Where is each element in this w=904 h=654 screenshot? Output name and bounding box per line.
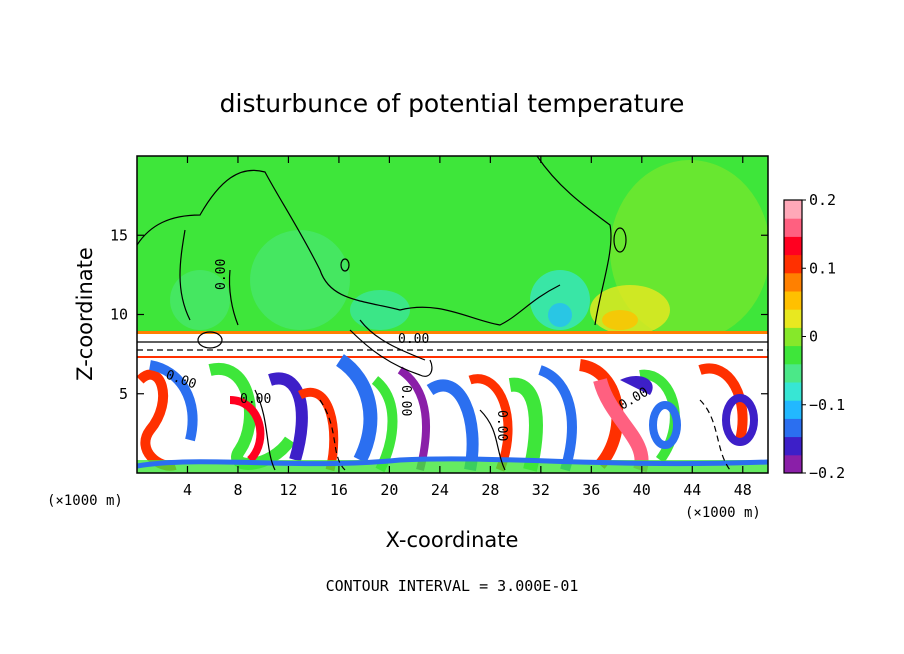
colorbar-tick-label: −0.1 [809, 396, 845, 414]
colorbar-tick-label: 0.1 [809, 259, 836, 277]
y-unit-label: (×1000 m) [685, 505, 761, 521]
cool-patch [548, 303, 572, 327]
contour-label: 0.00 [214, 259, 229, 290]
cool-patch [170, 270, 230, 330]
cool-patch [250, 230, 350, 330]
x-axis-label: X-coordinate [386, 528, 519, 552]
heatmap-field [137, 156, 768, 473]
swirl [649, 401, 681, 449]
x-tick-label: 4 [183, 481, 192, 499]
contour-line [319, 399, 346, 471]
surface-line [137, 456, 768, 469]
swirl [468, 374, 513, 472]
chart-title: disturbunce of potential temperature [220, 89, 685, 118]
colorbar-swatch [784, 236, 802, 256]
colorbar-swatch [784, 363, 802, 383]
contour-line [479, 409, 506, 471]
x-tick-label: 12 [279, 481, 297, 499]
y-tick-label: 5 [119, 385, 128, 403]
y-axis-label: Z-coordinate [73, 247, 97, 381]
contour-label: 0.00 [494, 410, 509, 441]
swirl [148, 360, 198, 442]
swirl [335, 354, 378, 464]
y-axis: 5 10 15 [110, 226, 768, 403]
colorbar-swatch [784, 291, 802, 310]
warm-patch [602, 310, 638, 330]
contour-line [197, 331, 223, 349]
contour-line [536, 156, 612, 326]
x-tick-label: 40 [633, 481, 651, 499]
colorbar: 0.2 0.1 0 −0.1 −0.2 [783, 191, 845, 482]
colorbar-swatch [784, 436, 802, 456]
contour-interval: CONTOUR INTERVAL = 3.000E-01 [326, 577, 579, 595]
colorbar-swatch [784, 218, 802, 237]
y-tick-label: 10 [110, 306, 128, 324]
x-tick-label: 24 [431, 481, 449, 499]
colorbar-swatch [784, 418, 802, 438]
cool-patch [530, 270, 590, 330]
contour-line [228, 269, 239, 326]
colorbar-swatch [784, 254, 802, 274]
contour-line [349, 329, 433, 377]
swirl [620, 375, 653, 395]
colorbar-swatch [784, 309, 802, 328]
band-line [137, 331, 768, 334]
cool-patch [350, 290, 410, 330]
colorbar-swatch [784, 345, 802, 365]
x-tick-label: 44 [683, 481, 701, 499]
contour-line [179, 229, 191, 321]
inversion-band [137, 334, 768, 356]
y-tick-label: 15 [110, 226, 128, 244]
colorbar-tick-label: −0.2 [809, 464, 845, 482]
swirl [722, 394, 758, 446]
x-tick-label: 28 [481, 481, 499, 499]
swirl [229, 396, 265, 463]
colorbar-swatch [784, 382, 802, 401]
contour-line [613, 227, 627, 253]
x-tick-label: 48 [734, 481, 752, 499]
x-tick-label: 36 [582, 481, 600, 499]
swirl [268, 372, 308, 462]
swirl [426, 379, 479, 472]
swirl [508, 377, 543, 472]
swirl [208, 362, 295, 470]
contour-line [254, 389, 276, 471]
contour-line [137, 169, 561, 326]
contour-label: 0.00 [398, 385, 413, 416]
band-line [137, 356, 768, 358]
contour-line [340, 258, 350, 272]
swirl [698, 363, 748, 442]
x-tick-label: 20 [380, 481, 398, 499]
contour-label: 0.00 [240, 392, 271, 407]
x-axis: 4 8 12 16 20 24 28 32 36 40 44 48 [183, 156, 752, 499]
x-tick-label: 8 [233, 481, 242, 499]
colorbar-swatch [784, 327, 802, 347]
contour-line [359, 319, 426, 361]
x-tick-label: 32 [532, 481, 550, 499]
colorbar-tick-label: 0.2 [809, 191, 836, 209]
colorbar-swatch [784, 454, 802, 474]
contour-label: 0.00 [398, 332, 429, 347]
swirl [538, 365, 577, 472]
colorbar-tick-label: 0 [809, 328, 818, 346]
contour-lines [137, 156, 768, 471]
colorbar-swatch [784, 400, 802, 419]
x-unit-label-left: (×1000 m) [47, 493, 123, 509]
colorbar-swatch [784, 272, 802, 292]
colorbar-swatch [784, 200, 802, 219]
swirl [297, 388, 339, 472]
x-tick-label: 16 [330, 481, 348, 499]
